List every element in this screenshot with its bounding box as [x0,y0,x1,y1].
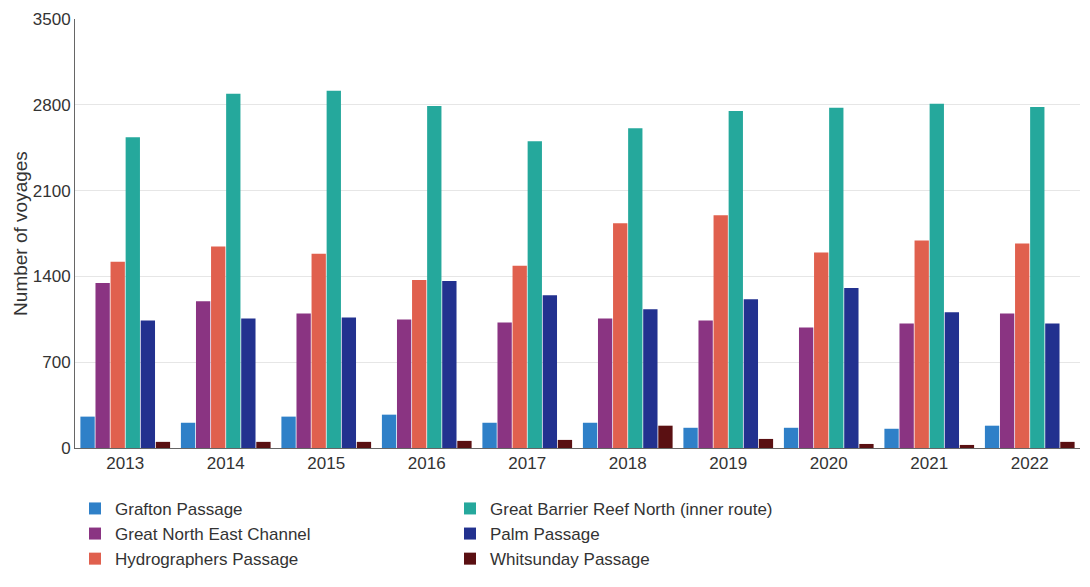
svg-text:2019: 2019 [709,454,747,473]
svg-text:2022: 2022 [1011,454,1049,473]
svg-text:700: 700 [42,353,70,372]
svg-text:Great Barrier Reef North (inne: Great Barrier Reef North (inner route) [490,500,773,519]
svg-text:Whitsunday Passage: Whitsunday Passage [490,550,650,569]
svg-text:2018: 2018 [609,454,647,473]
svg-text:3500: 3500 [33,10,71,29]
svg-text:2013: 2013 [106,454,144,473]
svg-text:2021: 2021 [910,454,948,473]
svg-text:0: 0 [61,439,70,458]
svg-text:2017: 2017 [508,454,546,473]
svg-text:2015: 2015 [307,454,345,473]
svg-text:2020: 2020 [810,454,848,473]
svg-text:Palm Passage: Palm Passage [490,525,600,544]
svg-text:2100: 2100 [33,182,71,201]
svg-text:1400: 1400 [33,267,71,286]
svg-text:Hydrographers Passage: Hydrographers Passage [115,550,298,569]
svg-text:Number of voyages: Number of voyages [10,151,31,316]
svg-text:2016: 2016 [408,454,446,473]
svg-text:Grafton Passage: Grafton Passage [115,500,243,519]
svg-text:2800: 2800 [33,96,71,115]
svg-text:Great North East Channel: Great North East Channel [115,525,311,544]
svg-text:2014: 2014 [207,454,245,473]
